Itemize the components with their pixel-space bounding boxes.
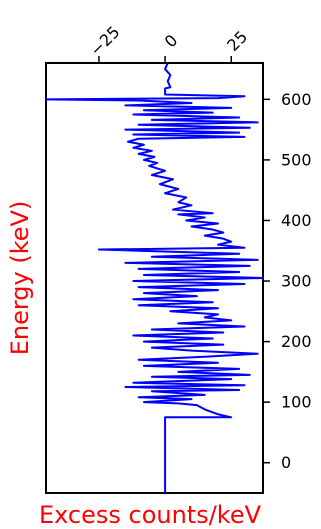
series-line [45, 62, 264, 493]
y-tick-label: 600 [281, 90, 312, 109]
y-axis-ticks: 0 100 200 300 400 500 600 [263, 90, 312, 472]
y-tick-label: 200 [281, 332, 312, 351]
x-tick-label: −25 [86, 22, 123, 59]
x-axis-ticks: −25 0 25 [86, 22, 251, 63]
x-tick-label: 0 [161, 31, 182, 52]
y-tick-label: 100 [281, 393, 312, 412]
y-axis-label: Energy (keV) [6, 201, 34, 356]
y-tick-label: 300 [281, 272, 312, 291]
y-tick-label: 500 [281, 150, 312, 169]
y-tick-label: 400 [281, 211, 312, 230]
series-layer [45, 62, 264, 493]
x-tick-label: 25 [223, 27, 251, 55]
x-axis-label: Excess counts/keV [39, 501, 262, 529]
y-tick-label: 0 [281, 453, 291, 472]
